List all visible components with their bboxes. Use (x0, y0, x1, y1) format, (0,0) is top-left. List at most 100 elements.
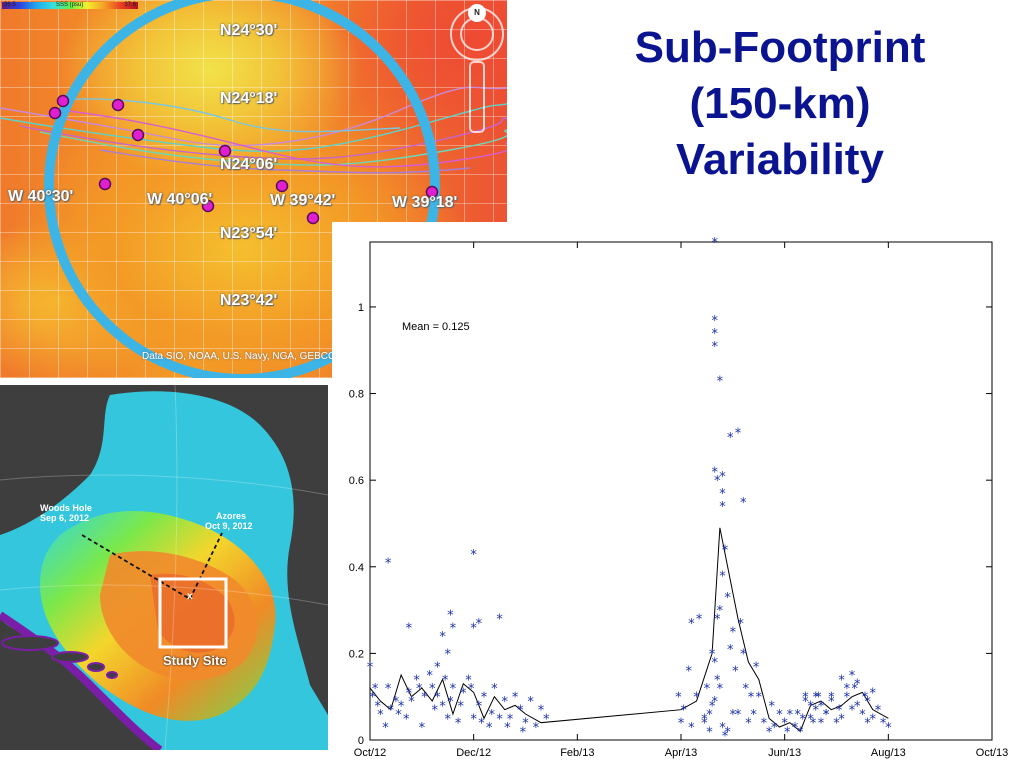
track-line (0, 86, 507, 147)
map-credit: Data SIO, NOAA, U.S. Navy, NGA, GEBCO (142, 351, 336, 362)
data-point: * (520, 725, 527, 740)
data-point: * (385, 556, 392, 571)
slide-title: Sub-Footprint (150-km) Variability (560, 20, 1000, 188)
data-point: * (432, 704, 439, 719)
data-point: * (706, 708, 713, 723)
data-point: * (507, 712, 514, 727)
scatter-points: ****************************************… (367, 236, 892, 745)
data-point: * (450, 621, 457, 636)
data-point: * (421, 691, 428, 706)
data-point: * (719, 487, 726, 502)
data-point: * (828, 695, 835, 710)
data-point: * (496, 712, 503, 727)
data-point: * (735, 708, 742, 723)
data-point: * (818, 717, 825, 732)
data-point: * (429, 682, 436, 697)
colorbar-title: SSS (psu) (56, 2, 84, 8)
data-point: * (717, 682, 724, 697)
data-point: * (470, 712, 477, 727)
data-point: * (439, 630, 446, 645)
data-point: * (802, 691, 809, 706)
data-point: * (416, 682, 423, 697)
data-point: * (854, 678, 861, 693)
data-point: * (406, 686, 413, 701)
data-point: * (709, 699, 716, 714)
title-line: Sub-Footprint (634, 23, 926, 72)
data-point: * (406, 621, 413, 636)
data-point: * (413, 673, 420, 688)
data-point: * (686, 665, 693, 680)
data-point: * (748, 691, 755, 706)
data-point: * (836, 704, 843, 719)
data-point: * (476, 617, 483, 632)
north-icon: N (468, 4, 486, 22)
colorbar-min: 36.5 (4, 2, 16, 8)
data-point: * (732, 665, 739, 680)
data-point: * (419, 721, 426, 736)
data-point: * (711, 695, 718, 710)
data-point: * (491, 682, 498, 697)
x-tick-label: Jun/13 (768, 747, 801, 759)
footprint-circle (44, 0, 440, 378)
data-point: * (382, 721, 389, 736)
data-point: * (849, 669, 856, 684)
data-point: * (403, 712, 410, 727)
data-point: * (711, 327, 718, 342)
data-point: * (880, 717, 887, 732)
y-tick-label: 0.2 (349, 648, 364, 660)
variability-chart: 0 0.2 0.4 0.6 0.8 1 Oct/12 Dec/12 Feb/13 Apr/13 J… (332, 222, 1024, 768)
plot-frame (369, 241, 993, 741)
data-point: * (719, 721, 726, 736)
data-point: * (434, 660, 441, 675)
study-site-label: Study Site (163, 653, 227, 668)
data-point: * (851, 682, 858, 697)
coast-rim (0, 611, 163, 750)
woods-hole-label: Woods Hole (40, 503, 92, 513)
data-point: * (445, 647, 452, 662)
data-point: * (369, 691, 376, 706)
data-point: * (730, 708, 737, 723)
data-point: * (372, 682, 379, 697)
track-lines (0, 86, 507, 174)
float-marker (56, 94, 70, 108)
data-point: * (478, 717, 485, 732)
data-point: * (722, 543, 729, 558)
data-point: * (522, 717, 529, 732)
data-point: * (678, 717, 685, 732)
data-point: * (693, 691, 700, 706)
data-point: * (737, 617, 744, 632)
data-point: * (870, 712, 877, 727)
data-point: * (800, 712, 807, 727)
float-markers (48, 94, 439, 225)
data-point: * (724, 591, 731, 606)
data-point: * (815, 691, 822, 706)
data-point: * (776, 708, 783, 723)
ocean-core (150, 573, 235, 653)
x-axis: Oct/12 Dec/12 Feb/13 Apr/13 Jun/13 Aug/13 Oct/… (354, 242, 1008, 759)
track-line (99, 149, 471, 174)
cruise-track (81, 532, 223, 600)
data-point: * (481, 691, 488, 706)
y-tick-label: 0 (358, 735, 364, 747)
float-marker (131, 128, 145, 142)
data-point: * (504, 721, 511, 736)
data-point: * (704, 682, 711, 697)
float-marker (201, 199, 215, 213)
data-point: * (398, 699, 405, 714)
data-point: * (743, 682, 750, 697)
lat-label: N24°18' (220, 90, 278, 107)
lon-label: W 39°18' (392, 194, 458, 211)
data-point: * (447, 695, 454, 710)
data-point: * (784, 725, 791, 740)
data-point: * (722, 730, 729, 745)
data-point: * (797, 725, 804, 740)
data-point: * (426, 669, 433, 684)
data-point: * (538, 704, 545, 719)
data-point: * (810, 717, 817, 732)
data-point: * (711, 236, 718, 251)
data-point: * (714, 474, 721, 489)
mean-line (369, 527, 889, 733)
colorbar-gradient (2, 2, 138, 9)
data-point: * (750, 708, 757, 723)
data-point: * (701, 717, 708, 732)
